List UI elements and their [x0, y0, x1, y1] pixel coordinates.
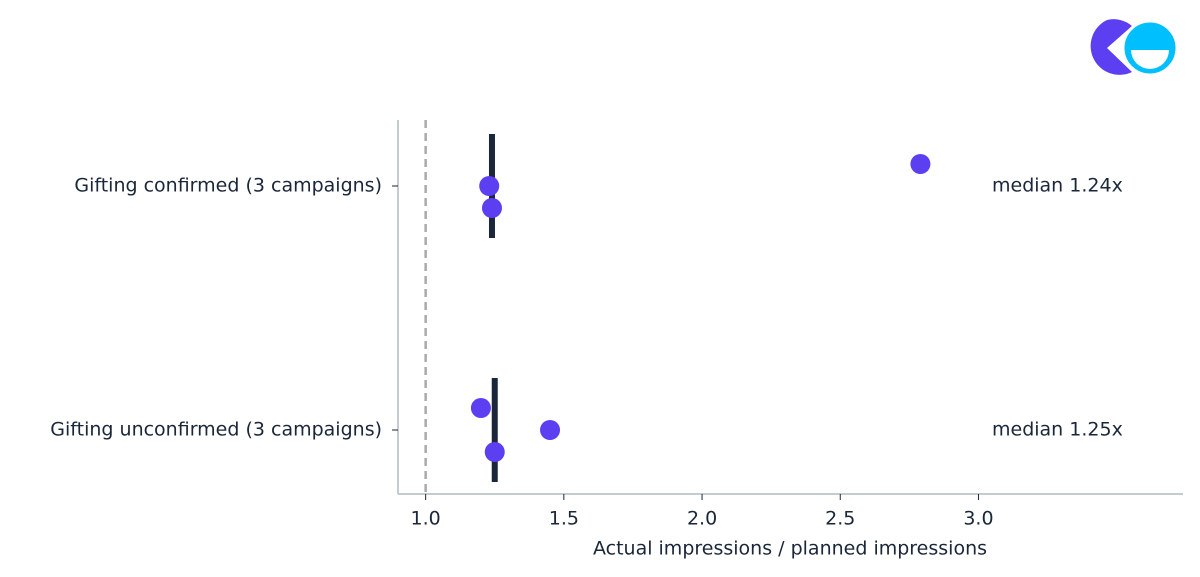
point [470, 398, 491, 418]
point [540, 420, 561, 440]
x-tick-label: 1.5 [549, 508, 579, 530]
point [910, 154, 931, 174]
x-tick-label: 1.0 [411, 508, 441, 530]
x-tick-label: 2.5 [825, 508, 855, 530]
y-tick-label: Gifting unconfirmed (3 campaigns) [50, 419, 382, 441]
median-label: median 1.25x [992, 419, 1123, 441]
x-axis-label: Actual impressions / planned impressions [593, 538, 987, 560]
median-label: median 1.24x [992, 175, 1123, 197]
logo [1090, 19, 1179, 77]
y-tick-label: Gifting confirmed (3 campaigns) [74, 175, 382, 197]
x-tick-label: 3.0 [963, 508, 993, 530]
x-tick-label: 2.0 [687, 508, 717, 530]
point [479, 176, 500, 196]
point [484, 442, 505, 462]
point [481, 198, 502, 218]
